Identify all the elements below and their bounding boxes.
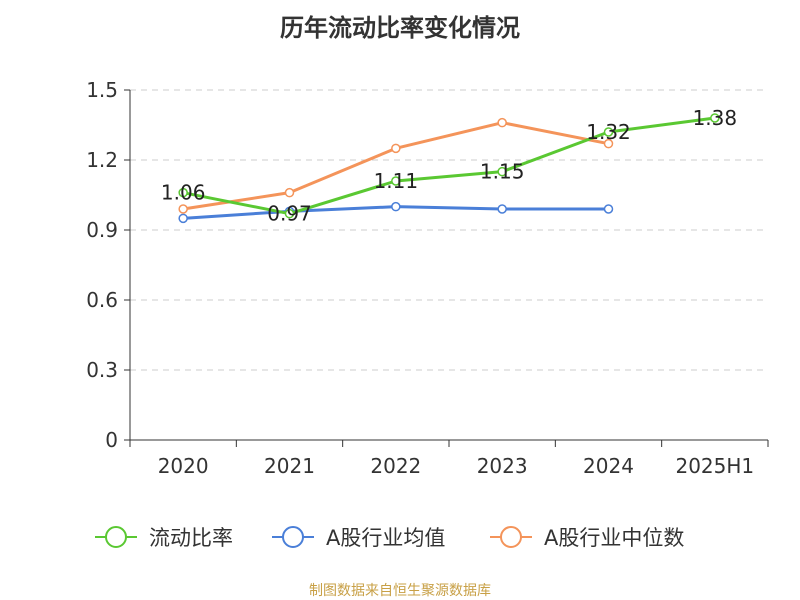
data-point [391,176,401,186]
data-point [284,187,295,198]
legend-label: 流动比率 [149,526,233,550]
data-point [391,143,401,154]
data-point [178,187,188,198]
data-label: 1.15 [480,160,525,184]
series-line-0 [182,116,716,216]
legend-label: A股行业中位数 [544,526,684,550]
x-tick-label: 2024 [583,454,634,478]
y-tick-label: 0.6 [86,288,118,312]
y-tick-label: 0.3 [86,358,118,382]
y-tick-label: 1.2 [86,148,118,172]
data-label: 1.06 [161,181,206,205]
data-label: 0.97 [267,202,312,226]
legend-marker [105,526,127,548]
data-label: 1.38 [693,106,738,130]
data-point [603,138,614,149]
x-tick-label: 2020 [158,454,209,478]
legend-marker [500,526,522,548]
legend-label: A股行业均值 [326,526,445,550]
x-tick-label: 2021 [264,454,315,478]
data-point [178,204,188,214]
data-point [497,204,507,214]
x-tick-label: 2023 [477,454,528,478]
series-line-2 [182,121,609,211]
data-point [497,117,507,128]
data-label: 1.11 [374,169,419,193]
x-tick-label: 2022 [370,454,421,478]
y-tick-label: 0 [105,428,118,452]
chart-title: 历年流动比率变化情况 [280,14,520,42]
legend-marker [282,526,304,548]
data-point [284,208,295,219]
x-tick-label: 2025H1 [675,454,754,478]
data-point [497,166,507,177]
data-point [603,204,614,214]
y-tick-label: 1.5 [86,78,118,102]
data-point [391,201,401,212]
y-tick-label: 0.9 [86,218,118,242]
data-point [603,127,614,137]
data-point [710,113,720,123]
data-label: 1.32 [586,120,631,144]
data-point [178,213,188,224]
footer-source: 制图数据来自恒生聚源数据库 [309,583,491,599]
